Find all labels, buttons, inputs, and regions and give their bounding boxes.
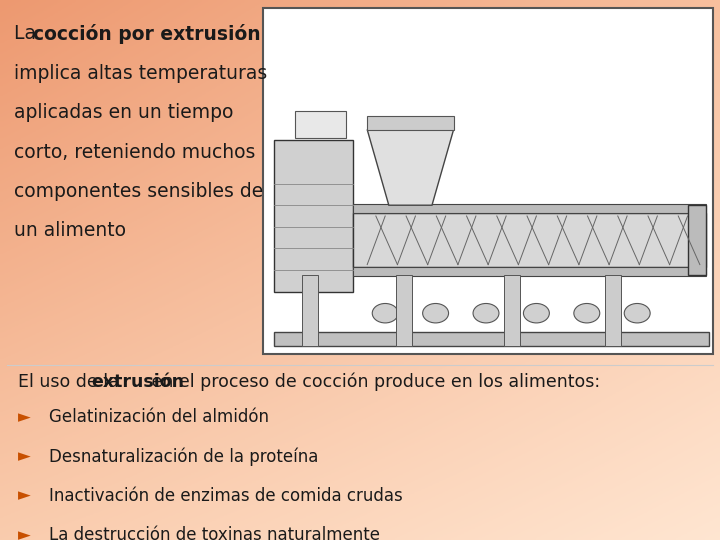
Bar [353,213,706,267]
Bar [353,267,706,276]
Polygon shape [367,130,454,205]
Text: ►: ► [18,408,31,426]
Bar [688,205,706,275]
Text: componentes sensibles de: componentes sensibles de [14,182,264,201]
Circle shape [624,303,650,323]
Bar [396,275,412,346]
Bar [605,275,621,346]
Text: en el proceso de cocción produce en los alimentos:: en el proceso de cocción produce en los … [146,373,600,391]
Bar [274,332,709,346]
Text: Inactivación de enzimas de comida crudas: Inactivación de enzimas de comida crudas [49,487,402,504]
Text: La destrucción de toxinas naturalmente: La destrucción de toxinas naturalmente [49,526,380,540]
Bar [504,275,520,346]
Bar [295,111,346,138]
Text: corto, reteniendo muchos: corto, reteniendo muchos [14,143,256,161]
Circle shape [473,303,499,323]
Text: implica altas temperaturas: implica altas temperaturas [14,64,268,83]
Text: ►: ► [18,447,31,465]
Bar [274,140,353,292]
Text: cocción por extrusión: cocción por extrusión [33,24,261,44]
Circle shape [574,303,600,323]
Text: Desnaturalización de la proteína: Desnaturalización de la proteína [49,447,318,465]
Text: un alimento: un alimento [14,221,127,240]
Text: ►: ► [18,526,31,540]
Circle shape [523,303,549,323]
Bar [367,116,454,130]
Bar [353,204,706,213]
Text: extrusión: extrusión [91,373,184,390]
Bar [302,275,318,346]
Circle shape [372,303,398,323]
Text: aplicadas en un tiempo: aplicadas en un tiempo [14,103,234,122]
Text: Gelatinización del almidón: Gelatinización del almidón [49,408,269,426]
Text: El uso de la: El uso de la [18,373,125,390]
Circle shape [423,303,449,323]
Bar [263,8,713,354]
Text: ►: ► [18,487,31,504]
Text: La: La [14,24,42,43]
